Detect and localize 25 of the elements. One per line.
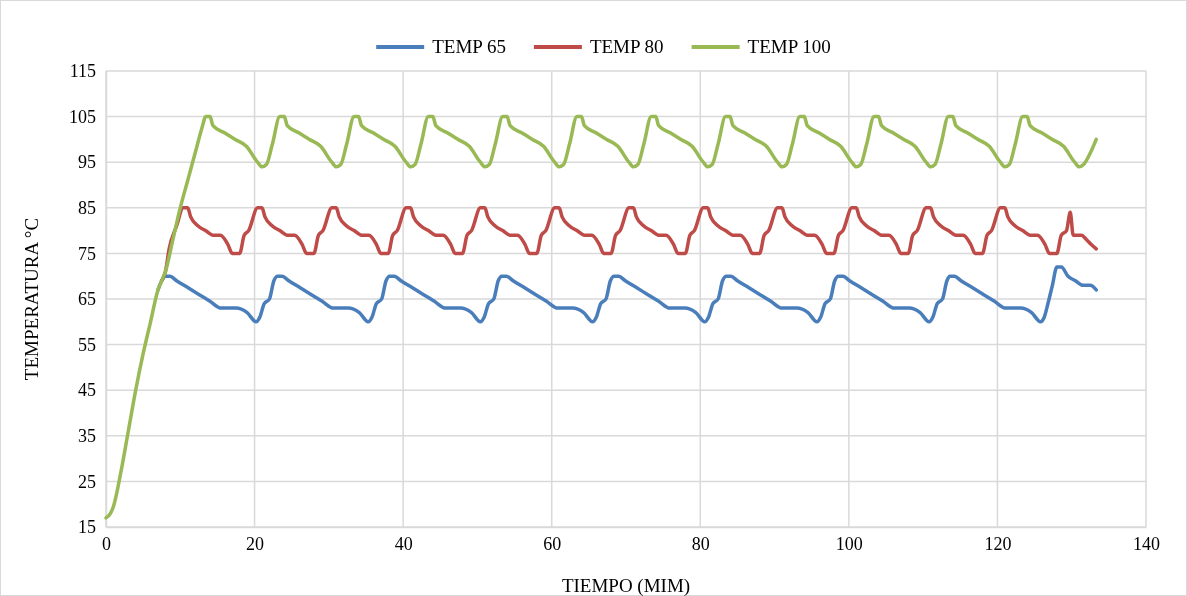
legend-label: TEMP 65 [432, 36, 506, 57]
y-tick-label: 35 [78, 426, 96, 447]
x-tick-label: 120 [984, 533, 1012, 554]
x-tick-label: 60 [543, 533, 562, 554]
x-tick-label: 40 [394, 533, 413, 554]
y-tick-label: 115 [69, 61, 96, 82]
y-tick-label: 25 [78, 471, 96, 492]
y-tick-label: 15 [78, 517, 96, 538]
legend-label: TEMP 80 [589, 36, 664, 57]
x-tick-label: 140 [1133, 533, 1160, 554]
y-tick-label: 45 [78, 380, 96, 401]
y-tick-label: 75 [78, 243, 96, 264]
y-tick-label: 85 [78, 198, 96, 219]
x-axis-title: TIEMPO (MIM) [561, 575, 691, 596]
y-axis-title: TEMPERATURA °C [21, 217, 42, 381]
y-tick-label: 65 [78, 289, 96, 310]
line-series [104, 114, 1098, 520]
y-tick-label: 55 [78, 334, 96, 355]
x-tick-label: 80 [691, 533, 710, 554]
x-tick-label: 0 [102, 533, 111, 554]
y-tick-label: 105 [69, 106, 96, 127]
legend-label: TEMP 100 [747, 36, 831, 57]
x-tick-label: 20 [246, 533, 265, 554]
x-tick-label: 100 [835, 533, 863, 554]
y-tick-label: 95 [78, 152, 96, 173]
